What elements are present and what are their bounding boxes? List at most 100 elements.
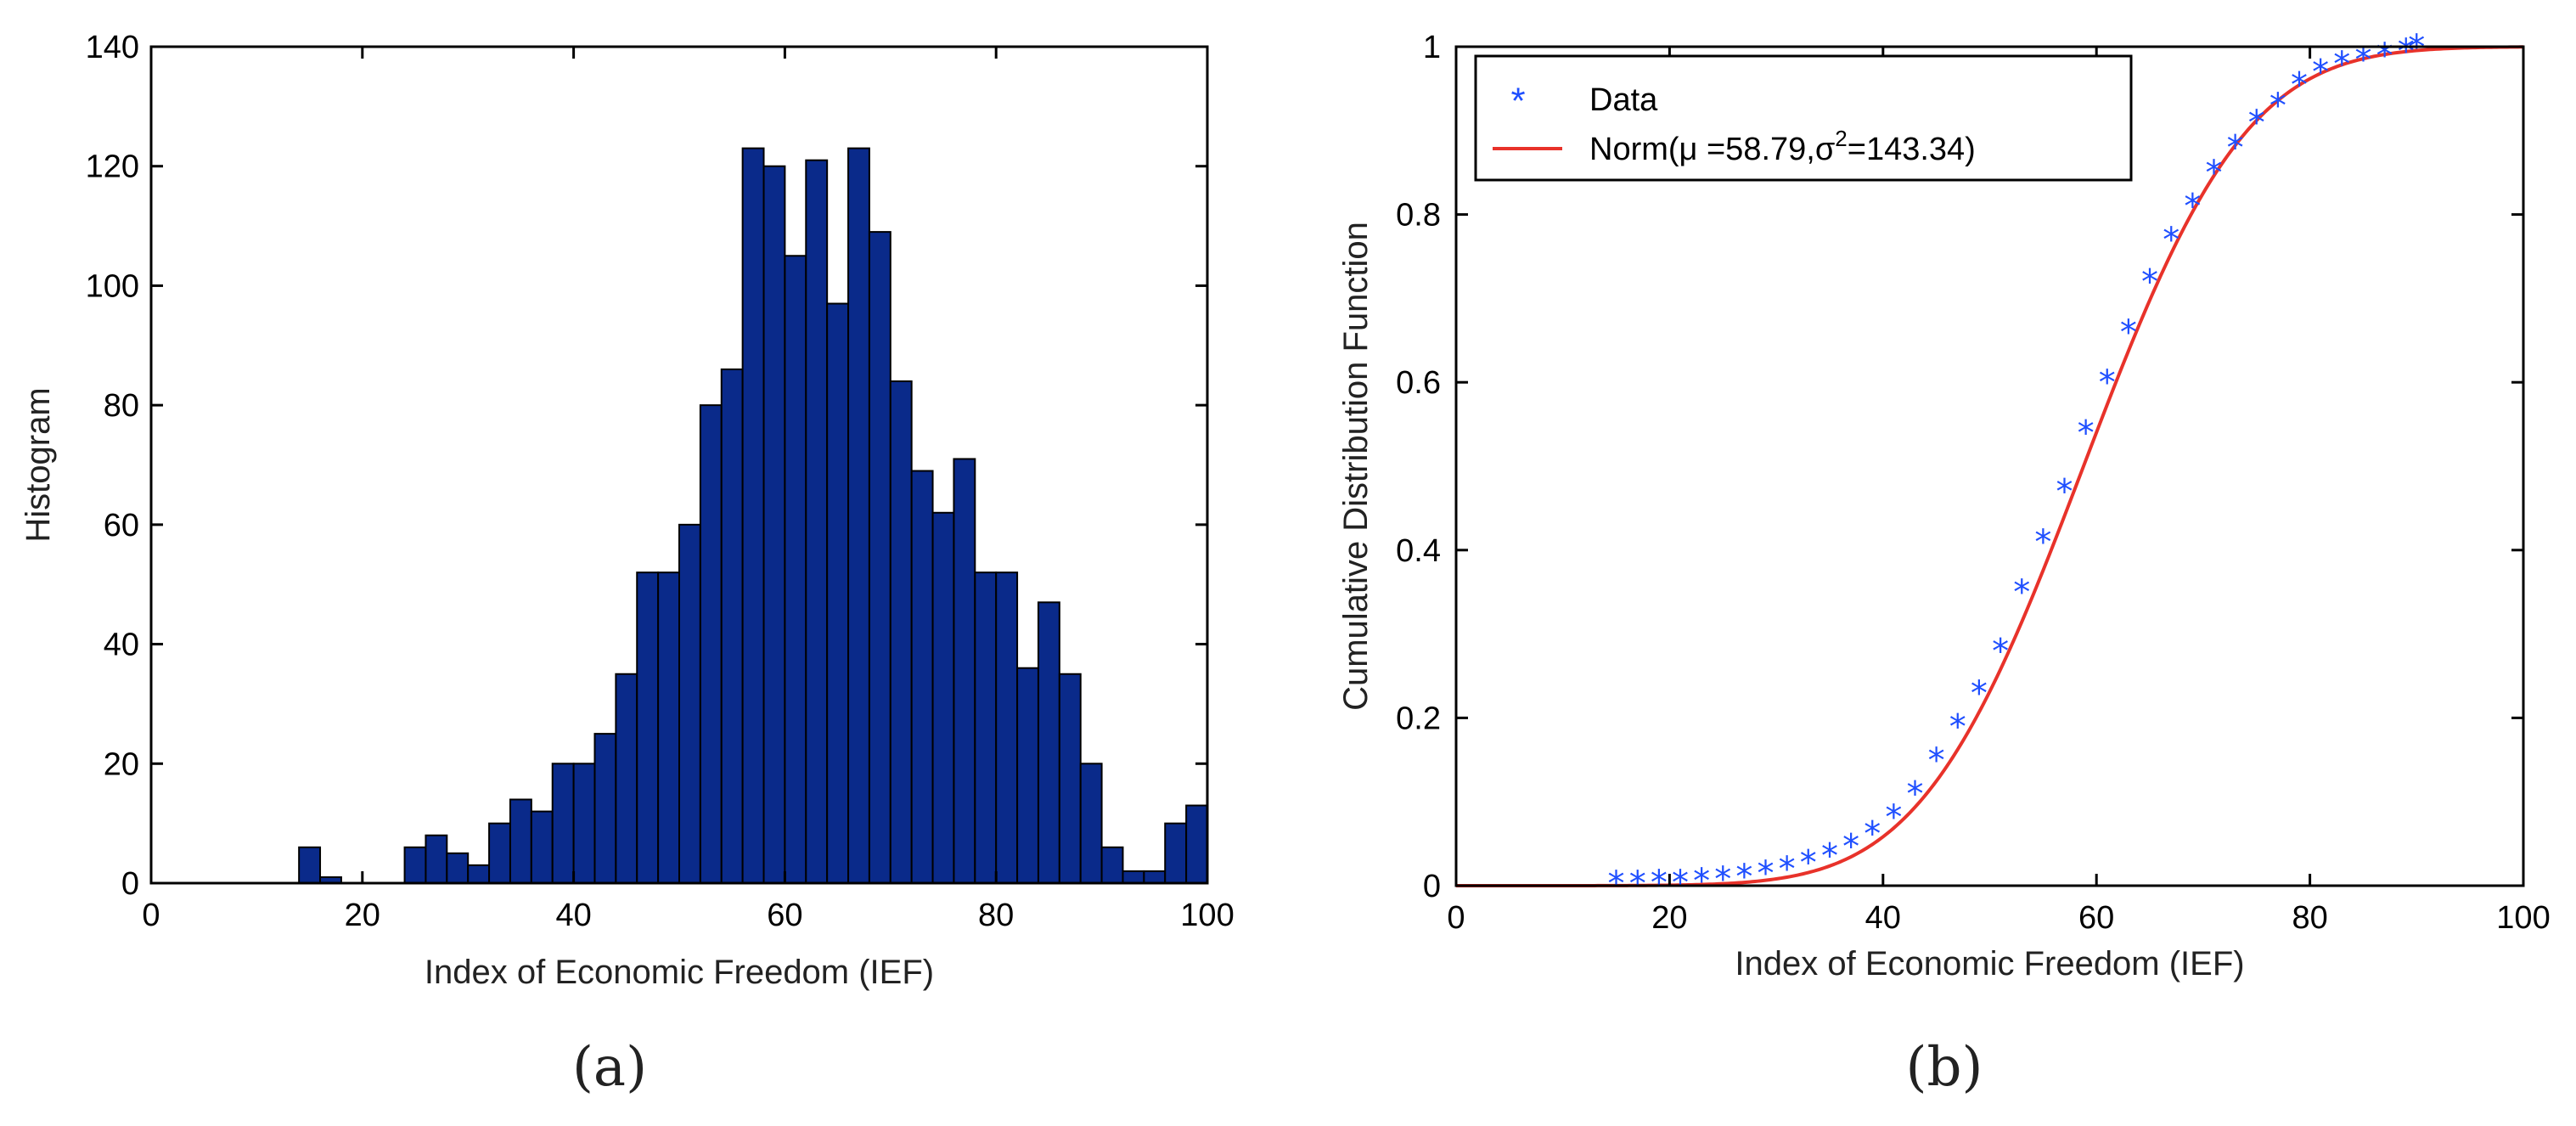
x-tick-label: 80 — [2292, 900, 2327, 936]
data-point: * — [1800, 843, 1817, 882]
data-point: * — [2398, 32, 2415, 71]
histogram-bar — [467, 864, 491, 885]
y-axis-title: Cumulative Distribution Function — [1337, 222, 1375, 711]
histogram-bar — [1079, 763, 1103, 884]
cdf-panel: * * * * * * * * * * * * * ****************** ** * * * * ** … — [1337, 28, 2551, 1099]
histogram-bar — [1185, 804, 1208, 884]
data-point: * — [1608, 864, 1625, 904]
y-axis-ticks: 0 20 40 60 80 100 120 140 — [86, 30, 1207, 902]
data-point: * — [1864, 815, 1881, 854]
data-point: * — [2269, 87, 2286, 126]
histogram-bar — [488, 822, 511, 885]
legend: * Data Norm(μ =58.79,σ2=143.34) — [1474, 54, 2133, 182]
data-point: * — [2354, 41, 2371, 80]
y-tick-label: 0.6 — [1396, 365, 1441, 401]
y-tick-label: 0.4 — [1396, 533, 1441, 569]
data-point: * — [1928, 741, 1945, 780]
histogram-bar — [995, 571, 1019, 885]
histogram-bar — [889, 380, 913, 884]
legend-norm-suffix: =143.34) — [1848, 132, 1976, 167]
x-tick-label: 20 — [345, 898, 380, 933]
legend-box — [1474, 54, 2133, 182]
data-point: * — [1885, 798, 1902, 837]
histogram-bar — [593, 733, 617, 884]
histogram-bar — [1037, 601, 1060, 884]
histogram-bar — [1100, 846, 1124, 884]
histogram-bar — [1164, 822, 1188, 885]
legend-label-data: Data — [1589, 82, 1658, 118]
panel-label-a: (a) — [572, 1036, 647, 1099]
legend-marker-data: * — [1510, 81, 1525, 122]
data-point: * — [1672, 864, 1689, 903]
x-tick-label: 20 — [1651, 900, 1687, 936]
data-point: * — [2120, 313, 2137, 352]
data-point: * — [2333, 45, 2350, 84]
histogram-bar — [720, 368, 744, 884]
x-tick-label: 100 — [1180, 898, 1234, 933]
histogram-bar — [910, 470, 934, 884]
data-point: * — [2141, 263, 2158, 302]
data-point: * — [2248, 104, 2265, 143]
plot-area-frame — [1454, 45, 2525, 887]
histogram-bar — [657, 571, 680, 885]
data-point: * — [2013, 573, 2030, 612]
histogram-panel: 0 20 40 60 80 100 0 20 40 60 80 100 120 140 Index of… — [20, 30, 1235, 1099]
histogram-bar — [953, 458, 976, 884]
data-point: * — [1821, 836, 1838, 875]
legend-norm-sup: 2 — [1835, 126, 1847, 151]
y-tick-label: 40 — [104, 628, 139, 663]
data-point: * — [2056, 473, 2073, 512]
x-tick-label: 0 — [142, 898, 160, 933]
data-point: * — [1842, 828, 1859, 867]
data-point: * — [2034, 523, 2051, 562]
data-point: * — [2205, 154, 2222, 193]
data-point: * — [1992, 632, 2009, 671]
histogram-bar — [530, 810, 554, 884]
histogram-bar — [847, 147, 870, 885]
y-tick-label: 140 — [86, 30, 139, 65]
histogram-bar — [403, 846, 427, 884]
panel-label-b: (b) — [1906, 1036, 1983, 1099]
histogram-bar — [425, 834, 448, 885]
histogram-bar — [298, 846, 322, 884]
data-point: * — [1907, 774, 1924, 814]
legend-norm-prefix: Norm(μ =58.79,σ — [1589, 132, 1835, 167]
x-axis-ticks: 0 20 40 60 80 100 — [142, 47, 1235, 933]
data-point: * — [2184, 188, 2201, 227]
data-point: * — [1758, 854, 1775, 893]
histogram-bar — [572, 763, 596, 884]
histogram-bar — [805, 159, 829, 884]
y-tick-label: 60 — [104, 508, 139, 543]
y-tick-label: 0.2 — [1396, 701, 1441, 736]
data-points: * * * * * * * * * * * * * ****************** ** * * * * ** — [1608, 28, 2426, 904]
data-point: * — [1735, 858, 1752, 897]
data-point: * — [2376, 37, 2393, 76]
histogram-bar — [1016, 667, 1039, 885]
x-tick-label: 60 — [767, 898, 802, 933]
data-point: * — [1949, 707, 1966, 746]
data-point: * — [1779, 850, 1796, 889]
y-axis-ticks: 0 0.2 0.4 0.6 0.8 1 — [1396, 30, 2523, 904]
histogram-bar — [974, 571, 998, 885]
y-axis-title: Histogram — [20, 387, 57, 542]
histogram-bar — [1122, 870, 1145, 885]
x-tick-label: 60 — [2078, 900, 2114, 936]
data-point: * — [1651, 864, 1668, 903]
x-tick-label: 80 — [978, 898, 1014, 933]
histogram-bar — [509, 798, 532, 884]
histogram-bar — [1058, 673, 1082, 884]
y-tick-label: 1 — [1423, 30, 1441, 65]
x-axis-title: Index of Economic Freedom (IEF) — [1735, 945, 2244, 982]
histogram-bar — [678, 523, 701, 884]
data-point: * — [1693, 862, 1710, 901]
histogram-bar — [699, 404, 723, 884]
histogram-bar — [868, 231, 891, 885]
plot-area-frame — [149, 45, 1209, 885]
histogram-bar — [784, 255, 807, 884]
histogram-bar — [615, 673, 638, 884]
data-point: * — [2163, 221, 2179, 260]
x-axis-title: Index of Economic Freedom (IEF) — [425, 954, 934, 991]
data-point: * — [1629, 864, 1646, 904]
histogram-bar — [446, 852, 470, 884]
